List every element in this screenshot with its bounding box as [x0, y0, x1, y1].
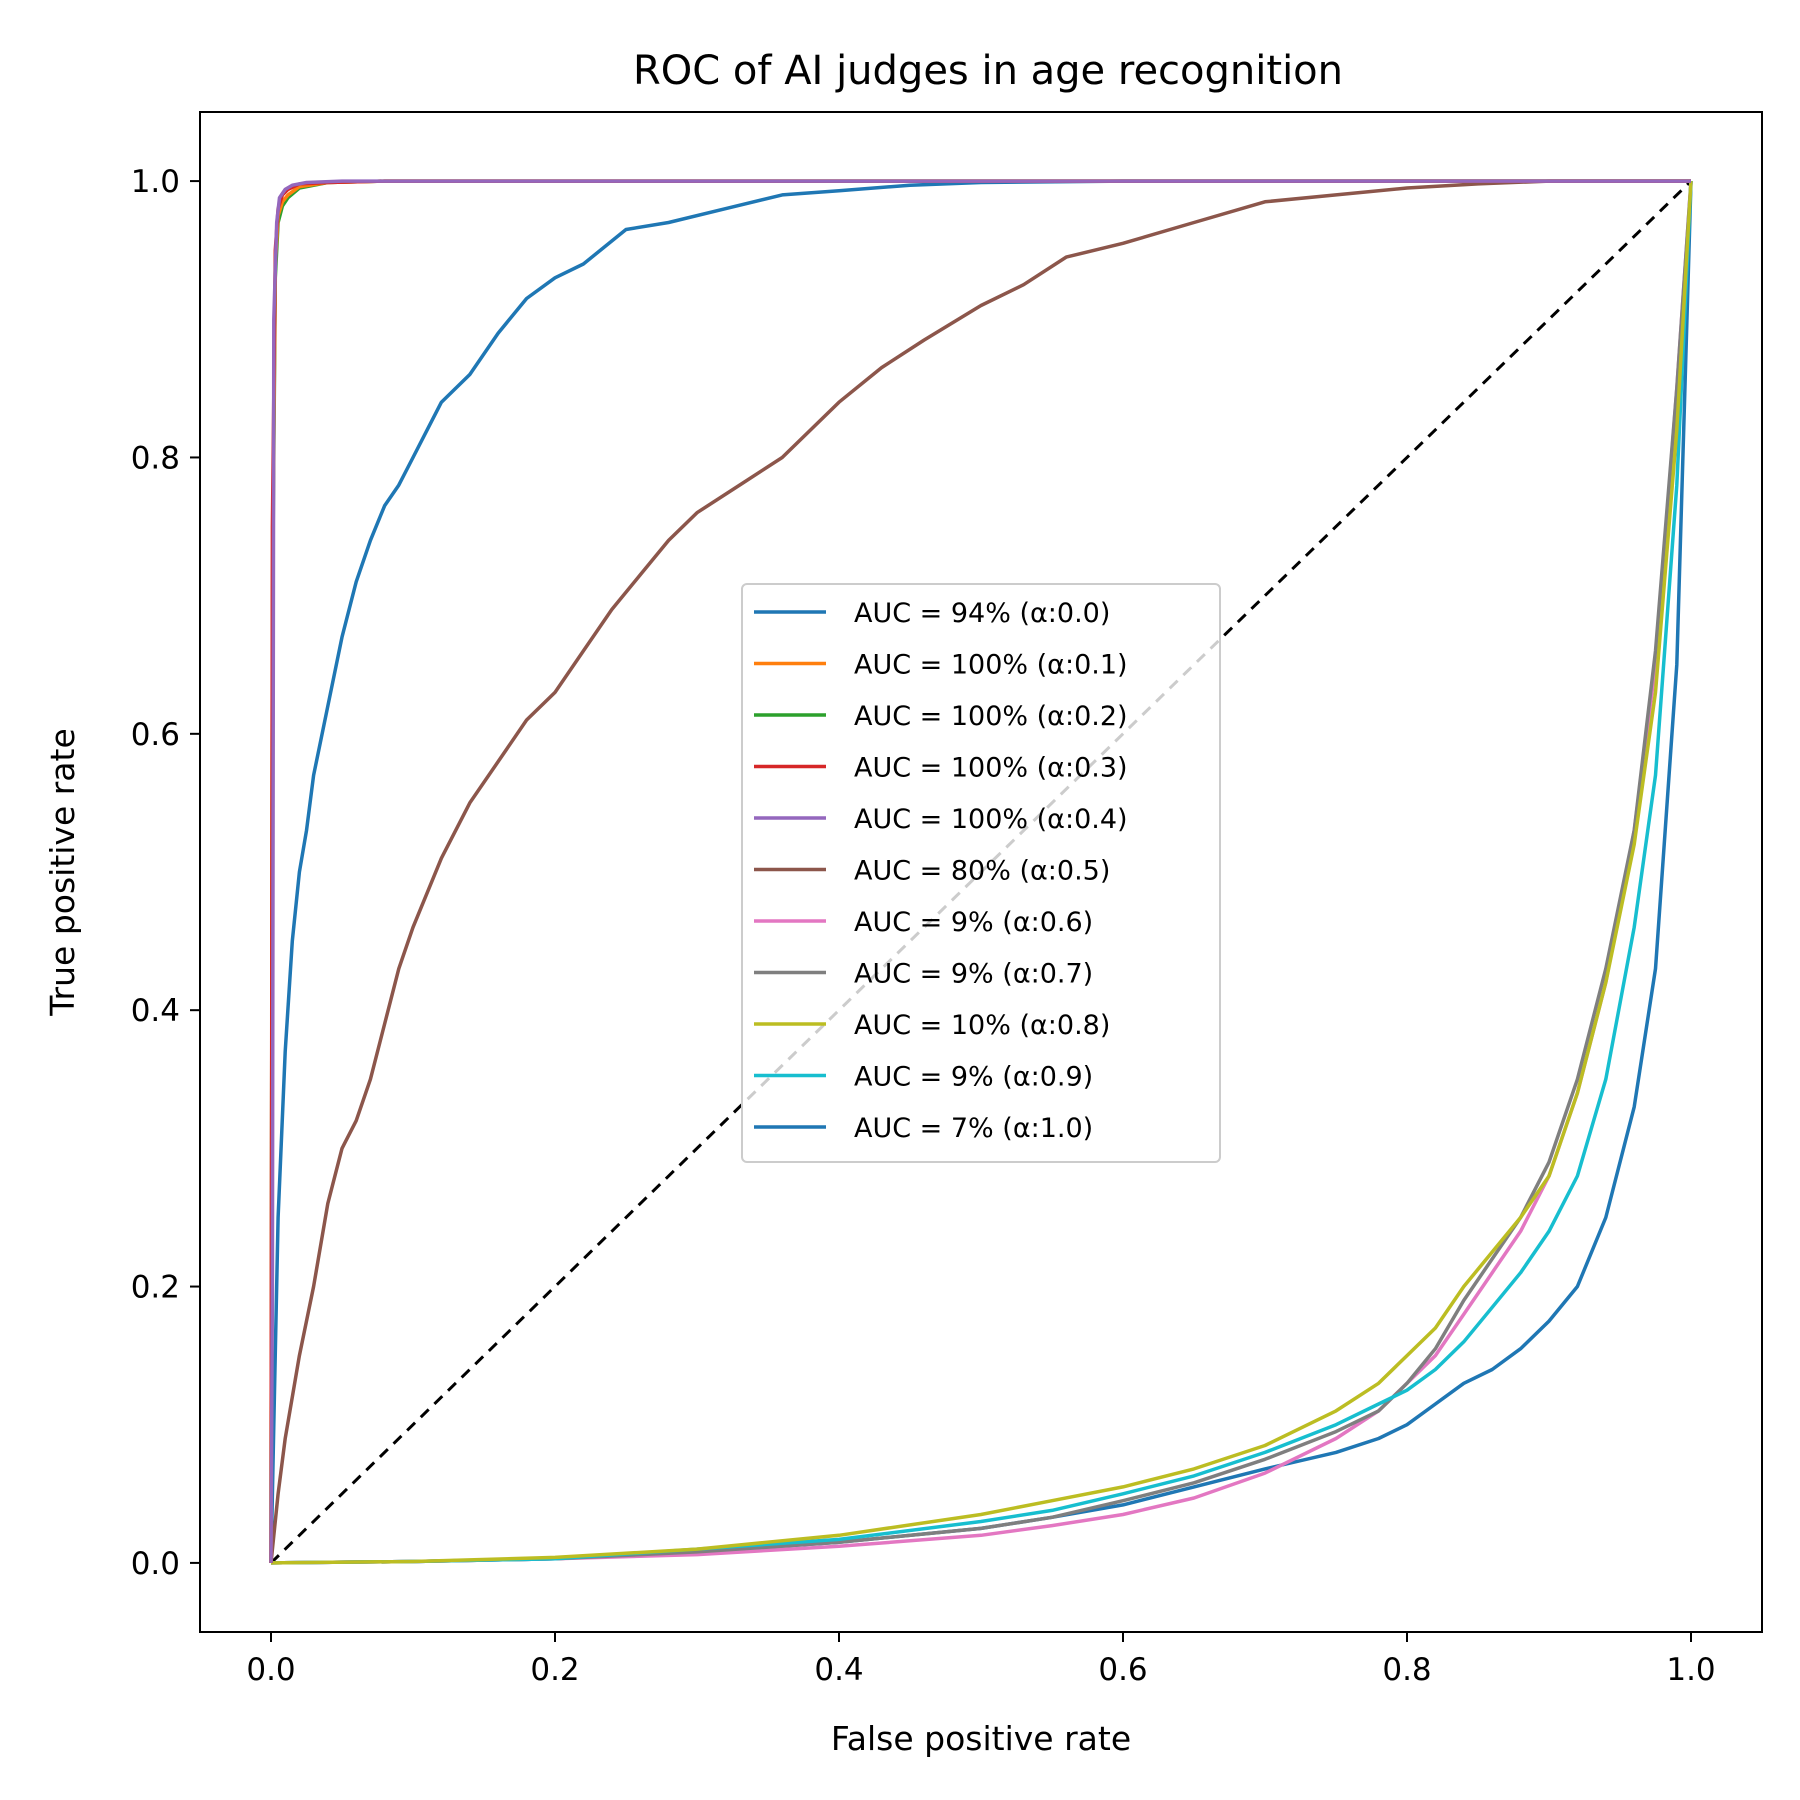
legend-label-4: AUC = 100% (α:0.4): [854, 804, 1128, 835]
x-axis-label: False positive rate: [831, 1719, 1131, 1758]
legend-label-2: AUC = 100% (α:0.2): [854, 701, 1128, 732]
legend-label-0: AUC = 94% (α:0.0): [854, 598, 1110, 629]
legend-label-9: AUC = 9% (α:0.9): [854, 1062, 1093, 1093]
legend: AUC = 94% (α:0.0) AUC = 100% (α:0.1) AUC =…: [741, 583, 1221, 1163]
legend-label-1: AUC = 100% (α:0.1): [854, 650, 1128, 681]
legend-box: [741, 583, 1221, 1163]
y-tick-label-0: 0.0: [131, 1546, 180, 1582]
series-line-9: [270, 181, 1693, 1565]
series-line-4: [269, 179, 1691, 1563]
x-tick-label-0: 0.0: [246, 1652, 295, 1688]
series-line-8: [270, 181, 1693, 1565]
legend-label-10: AUC = 7% (α:1.0): [854, 1113, 1093, 1144]
plot-frame: [199, 111, 1763, 1633]
y-tick-label-5: 1.0: [131, 164, 180, 200]
x-tick-label-5: 1.0: [1666, 1652, 1715, 1688]
series-lines: [269, 179, 1693, 1565]
x-tick-label-2: 0.4: [814, 1652, 863, 1688]
legend-label-5: AUC = 80% (α:0.5): [854, 856, 1110, 887]
y-tick-label-3: 0.6: [131, 717, 180, 753]
series-line-0: [269, 179, 1691, 1563]
y-tick-label-2: 0.4: [131, 993, 180, 1029]
y-tick-label-1: 0.2: [131, 1270, 180, 1306]
axis-ticks: 0.0 0.2 0.4 0.6 0.8 1.0 0.0 0.2 0.4 0.6 0.8 1.0: [131, 164, 1716, 1688]
legend-label-3: AUC = 100% (α:0.3): [854, 753, 1128, 784]
x-tick-label-4: 0.8: [1382, 1652, 1431, 1688]
legend-label-6: AUC = 9% (α:0.6): [854, 907, 1093, 938]
x-tick-label-1: 0.2: [530, 1652, 579, 1688]
chart-title: ROC of AI judges in age recognition: [633, 48, 1343, 94]
x-tick-label-3: 0.6: [1098, 1652, 1147, 1688]
y-tick-label-4: 0.8: [131, 440, 180, 476]
legend-label-8: AUC = 10% (α:0.8): [854, 1010, 1110, 1041]
legend-label-7: AUC = 9% (α:0.7): [854, 959, 1093, 990]
y-axis-label: True positive rate: [43, 728, 82, 1017]
series-line-5: [269, 179, 1691, 1564]
